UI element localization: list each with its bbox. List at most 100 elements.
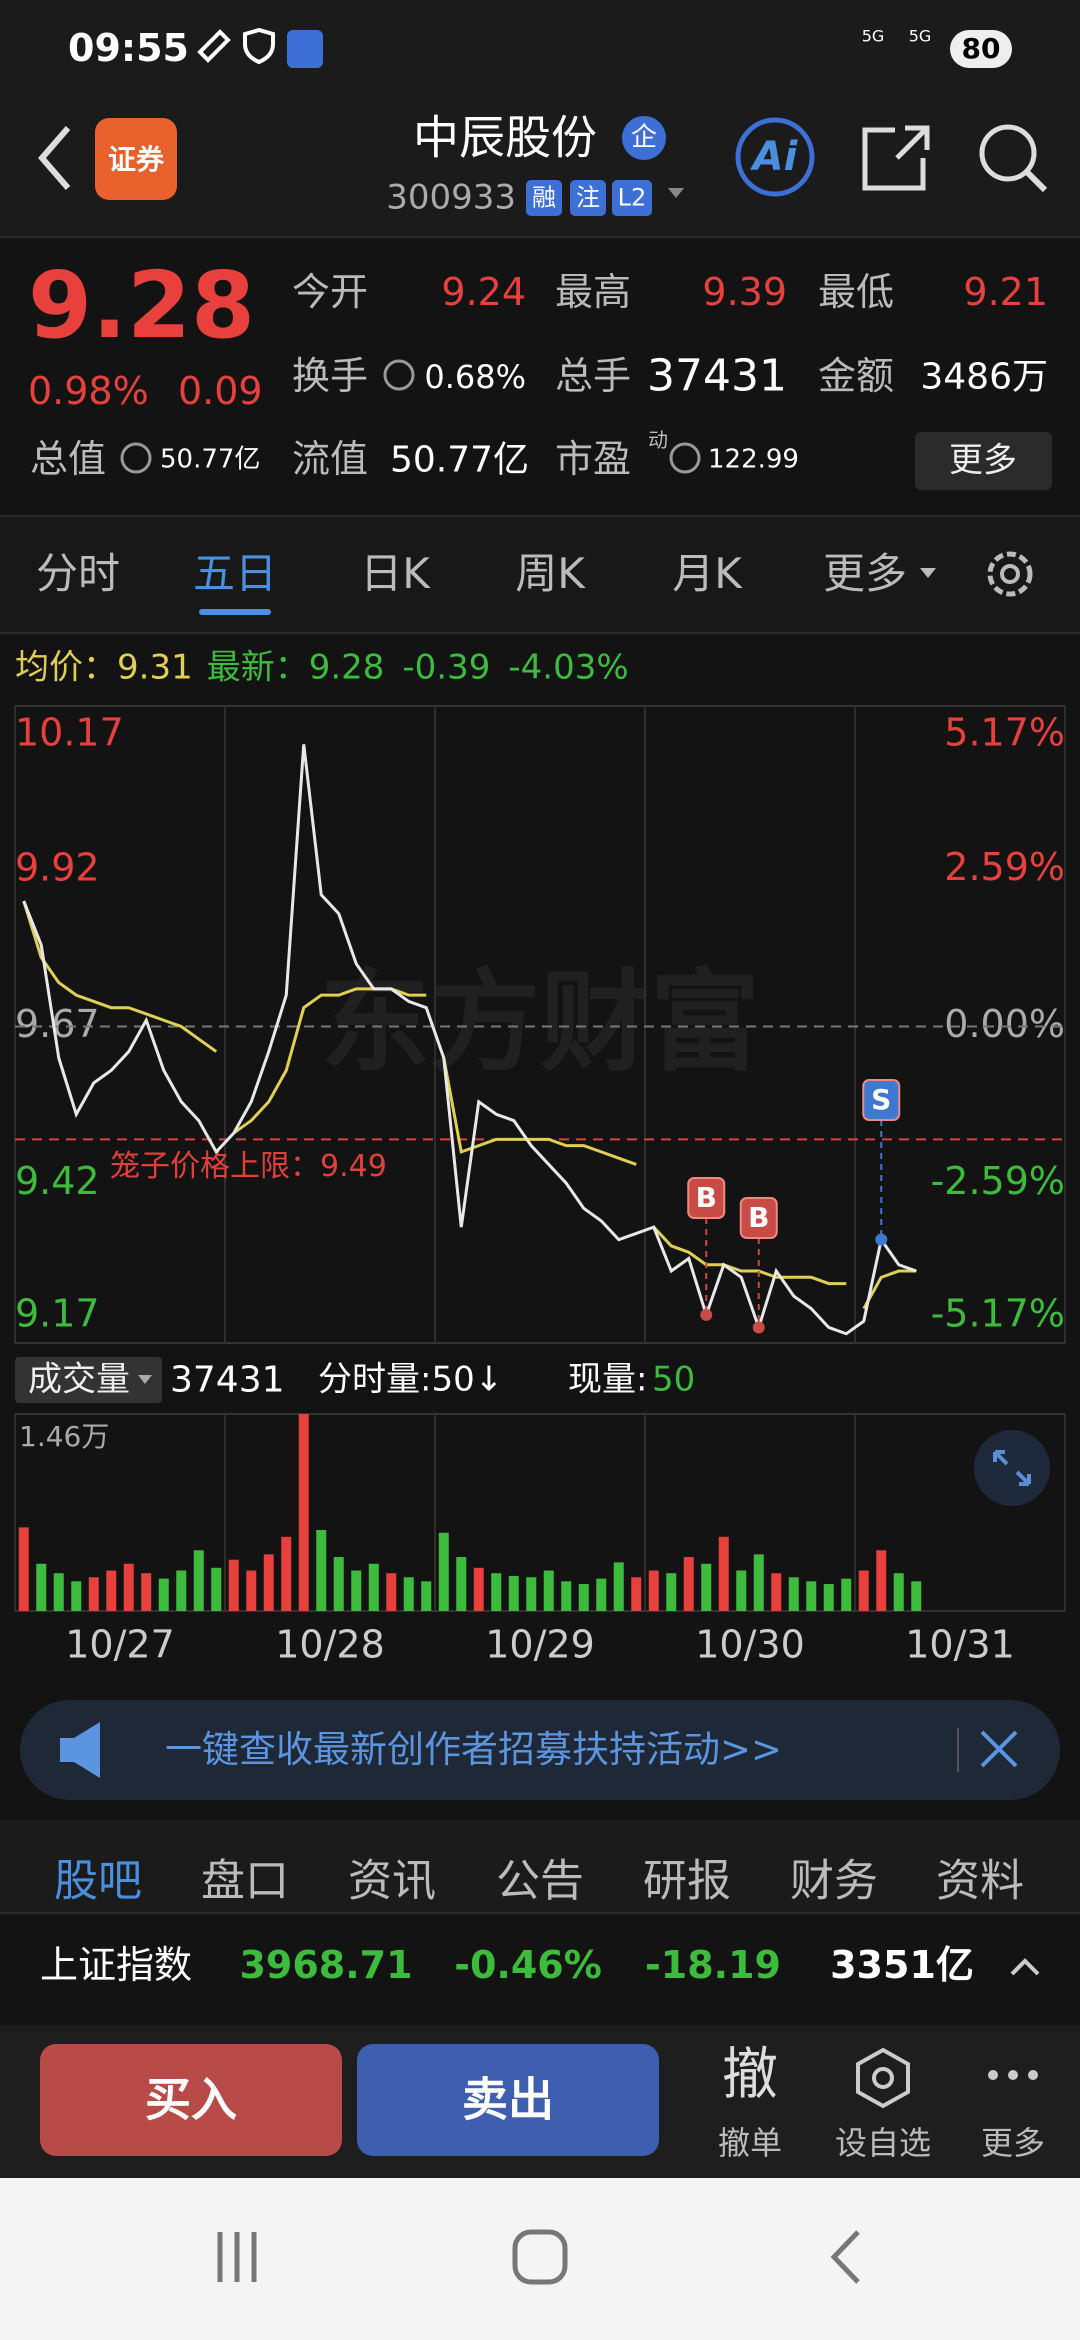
badge-text: 企 <box>630 122 658 153</box>
banner-text[interactable]: 一键查收最新创作者招募扶持活动>> <box>165 1727 783 1771</box>
field-label: 最低 <box>818 270 895 315</box>
volume-bar <box>246 1570 257 1611</box>
watchlist-label[interactable]: 设自选 <box>834 2123 932 2162</box>
volume-bar <box>508 1575 519 1611</box>
zoom-button[interactable] <box>974 1430 1050 1506</box>
x-tick-label: 10/27 <box>65 1623 175 1667</box>
bottom-tab[interactable]: 研报 <box>643 1855 731 1907</box>
volume-bar <box>561 1581 572 1611</box>
badge-circle <box>622 116 666 160</box>
volume-bar <box>683 1557 694 1611</box>
field-label: 金额 <box>818 354 895 399</box>
sell-label[interactable]: 卖出 <box>462 2072 554 2127</box>
sell-button[interactable] <box>357 2044 659 2156</box>
marker-dot <box>875 1233 888 1246</box>
volume-bar <box>701 1563 712 1611</box>
chart-tab[interactable]: 分时 <box>35 548 121 598</box>
field-label: 流值 <box>292 437 369 482</box>
volume-bar <box>298 1414 309 1611</box>
bottom-tab[interactable]: 股吧 <box>54 1855 142 1907</box>
chart-tab[interactable]: 月K <box>672 548 742 598</box>
bottom-tab[interactable]: 公告 <box>496 1855 584 1907</box>
status-icon <box>287 30 323 68</box>
status-icon <box>197 29 231 63</box>
y2-tick-label: 5.17% <box>944 711 1065 755</box>
volume-selector-text[interactable]: 成交量 <box>28 1359 130 1400</box>
more-button[interactable] <box>915 432 1052 490</box>
ai-button[interactable] <box>735 117 815 197</box>
volume-selector[interactable] <box>15 1357 162 1403</box>
info-icon[interactable] <box>383 359 415 391</box>
share-icon[interactable] <box>862 125 930 191</box>
volume-bar <box>88 1577 99 1611</box>
volume-bar <box>666 1573 677 1611</box>
volume-bar <box>176 1570 187 1611</box>
bottom-tab[interactable]: 盘口 <box>201 1855 289 1907</box>
volume-total: 37431 <box>170 1359 285 1401</box>
stock-code: 300933 <box>386 177 516 218</box>
marker-label: B <box>748 1201 769 1234</box>
chart-tab[interactable]: 五日 <box>192 548 278 598</box>
more-button-text[interactable]: 更多 <box>949 440 1017 481</box>
back-icon[interactable] <box>38 126 71 190</box>
info-icon[interactable] <box>120 442 152 474</box>
volume-bar <box>543 1570 554 1611</box>
volume-bar <box>911 1581 922 1611</box>
expand-icon[interactable] <box>1010 1958 1040 1976</box>
chart-tab[interactable]: 周K <box>515 548 585 598</box>
buy-label[interactable]: 买入 <box>145 2072 237 2127</box>
field-value: 3486万 <box>920 356 1048 398</box>
x-tick-label: 10/30 <box>695 1623 805 1667</box>
nav-home[interactable] <box>512 2229 568 2285</box>
info-icon[interactable] <box>669 442 701 474</box>
more-label[interactable]: 更多 <box>980 2123 1046 2162</box>
divider <box>0 515 1080 517</box>
nav-recent[interactable] <box>217 2232 257 2282</box>
volume-per-minute: 分时量:50↓ <box>318 1359 504 1400</box>
nav-back[interactable] <box>830 2230 860 2284</box>
close-icon[interactable] <box>980 1730 1018 1768</box>
bottom-tab[interactable]: 资料 <box>936 1855 1024 1907</box>
volume-bar <box>771 1573 782 1611</box>
volume-bar <box>631 1577 642 1611</box>
settings-icon[interactable] <box>1000 564 1020 584</box>
chart-tab[interactable]: 日K <box>360 548 430 598</box>
y2-tick-label: 0.00% <box>944 1002 1065 1046</box>
bottom-tab[interactable]: 资讯 <box>348 1855 436 1907</box>
zoom-icon[interactable] <box>993 1450 1031 1486</box>
y-tick-label: 9.67 <box>15 1002 100 1046</box>
watchlist-icon[interactable] <box>872 2067 894 2089</box>
banner[interactable] <box>20 1700 1060 1800</box>
volume-bar <box>578 1584 589 1611</box>
marker-box <box>862 1079 901 1121</box>
more-icon[interactable] <box>988 2070 1038 2080</box>
info-item: 最新： <box>206 647 309 688</box>
settings-icon[interactable] <box>987 551 1033 597</box>
ai-text[interactable]: Ai <box>752 134 798 180</box>
cancel-icon[interactable]: 撤 <box>722 2042 778 2108</box>
logo-box[interactable] <box>95 118 177 200</box>
search-icon[interactable] <box>979 124 1037 182</box>
y2-tick-label: 2.59% <box>944 845 1065 889</box>
tab-underline <box>199 609 271 615</box>
status-icon <box>243 27 275 65</box>
volume-bar <box>211 1567 222 1611</box>
info-item: -4.03% <box>508 647 629 688</box>
x-tick-label: 10/28 <box>275 1623 385 1667</box>
logo-text[interactable]: 证券 <box>107 143 165 177</box>
volume-bar <box>788 1577 799 1611</box>
divider <box>0 632 1080 634</box>
field-value: 50.77亿 <box>390 439 530 481</box>
volume-bar <box>718 1536 729 1611</box>
watchlist-icon[interactable] <box>856 2047 910 2109</box>
bottom-tab-bg <box>0 1820 1080 1912</box>
cancel-label[interactable]: 撤单 <box>717 2123 783 2162</box>
field-value: 9.24 <box>441 270 526 315</box>
index-change-percent: -0.46% <box>454 1943 602 1988</box>
x-tick-label: 10/29 <box>485 1623 595 1667</box>
chart-tab[interactable]: 更多 <box>822 548 908 598</box>
buy-button[interactable] <box>40 2044 342 2156</box>
bottom-tab[interactable]: 财务 <box>790 1855 878 1907</box>
search-icon[interactable] <box>1024 169 1048 193</box>
